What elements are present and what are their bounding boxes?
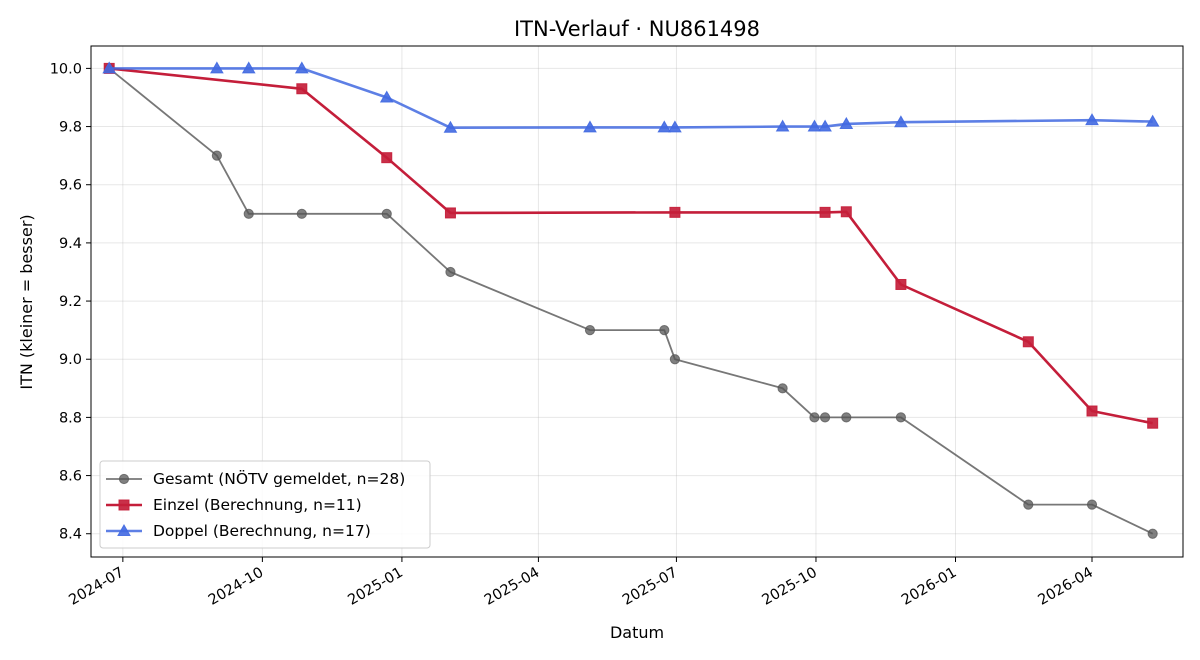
- x-tick-label: 2026-01: [899, 565, 959, 609]
- data-point: [1023, 499, 1034, 510]
- data-point: [296, 83, 308, 95]
- series-1: [104, 63, 1158, 539]
- data-point: [1147, 528, 1158, 539]
- data-point: [657, 120, 672, 133]
- legend-label: Einzel (Berechnung, n=11): [153, 496, 362, 514]
- x-tick-label: 2025-10: [759, 565, 819, 609]
- data-point: [102, 61, 117, 74]
- y-axis-label: ITN (kleiner = besser): [17, 214, 36, 389]
- data-point: [444, 207, 456, 219]
- legend: Gesamt (NÖTV gemeldet, n=28) Einzel (Bere…: [99, 460, 431, 549]
- x-tick-label: 2025-04: [482, 565, 542, 609]
- data-point: [1086, 499, 1098, 510]
- data-point: [895, 278, 907, 290]
- y-tick-label: 10.0: [50, 61, 82, 77]
- x-tick-label: 2024-07: [66, 565, 126, 609]
- chart-title: ITN-Verlauf · NU861498: [514, 17, 760, 41]
- x-tick-label: 2025-07: [620, 565, 680, 609]
- data-point: [241, 61, 256, 74]
- data-point: [659, 325, 670, 336]
- data-point: [807, 119, 822, 132]
- data-point: [1145, 114, 1160, 127]
- legend-label: Gesamt (NÖTV gemeldet, n=28): [153, 469, 405, 488]
- data-point: [775, 119, 790, 132]
- y-tick-label: 9.8: [59, 120, 82, 136]
- legend-label: Doppel (Berechnung, n=17): [153, 522, 371, 540]
- data-point: [294, 61, 309, 74]
- data-point: [668, 120, 682, 133]
- x-axis: 2024-07 2024-10 2025-01 2025-04 2025-07 2025-…: [66, 557, 1096, 609]
- series-line: [109, 67, 1153, 129]
- data-point: [894, 115, 908, 128]
- data-point: [669, 354, 681, 365]
- data-point: [381, 152, 393, 164]
- legend-marker: [118, 473, 130, 485]
- legend-marker: [118, 499, 130, 511]
- data-point: [210, 61, 224, 74]
- data-point: [211, 150, 222, 161]
- data-point: [777, 383, 788, 394]
- data-point: [839, 116, 854, 129]
- y-axis: 8.4 8.6 8.8 9.0 9.2 9.4 9.6 9.8 10.0: [50, 61, 91, 543]
- data-point: [841, 412, 852, 423]
- data-point: [379, 90, 394, 103]
- legend-box: [99, 460, 431, 549]
- y-tick-label: 8.6: [59, 469, 82, 485]
- data-point: [819, 412, 831, 423]
- data-point: [809, 412, 820, 423]
- data-point: [243, 208, 254, 219]
- series-3: [102, 61, 1160, 133]
- data-point: [584, 325, 596, 336]
- x-tick-label: 2026-04: [1036, 565, 1096, 609]
- y-tick-label: 8.4: [59, 527, 82, 543]
- x-tick-label: 2024-10: [206, 565, 266, 609]
- data-point: [296, 208, 307, 219]
- data-point: [445, 266, 456, 278]
- data-point: [381, 208, 392, 219]
- y-tick-label: 9.6: [59, 178, 82, 194]
- legend-marker: [117, 523, 131, 536]
- data-point: [583, 120, 597, 133]
- x-axis-label: Datum: [610, 623, 664, 642]
- data-point: [819, 206, 831, 218]
- y-tick-label: 8.8: [59, 410, 82, 426]
- y-tick-label: 9.0: [59, 352, 82, 368]
- y-tick-label: 9.2: [59, 294, 82, 310]
- y-tick-label: 9.4: [59, 236, 82, 252]
- data-point: [1022, 336, 1034, 348]
- data-point: [895, 412, 907, 423]
- data-point: [840, 206, 852, 218]
- data-point: [1086, 405, 1098, 417]
- data-point: [1147, 417, 1159, 429]
- data-point: [818, 119, 832, 132]
- data-point: [669, 206, 681, 218]
- series-layer: [102, 61, 1160, 539]
- data-point: [1085, 113, 1099, 126]
- data-point: [443, 120, 458, 133]
- x-tick-label: 2025-01: [345, 565, 405, 609]
